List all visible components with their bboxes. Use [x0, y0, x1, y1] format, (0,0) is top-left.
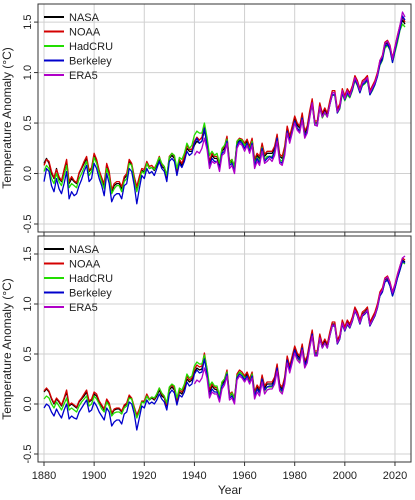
series-line-berkeley [43, 260, 406, 431]
series-line-era5 [193, 255, 406, 405]
y-tick-label: -0.5 [22, 445, 34, 464]
legend: NASA NOAA HadCRU Berkeley ERA5 [44, 244, 113, 314]
panel-bottom: -0.5 0.0 0.5 1.0 1.5 Temperature Anomaly (°C)… [0, 235, 412, 482]
legend-entry: NASA [69, 12, 100, 24]
legend-entry: NOAA [69, 259, 101, 271]
x-tick-label: 2020 [383, 470, 407, 482]
x-tick-label: 1980 [282, 470, 306, 482]
y-axis-label: Temperature Anomaly (°C) [0, 47, 14, 189]
legend-entry: Berkeley [69, 56, 112, 68]
legend-entry: NOAA [69, 27, 101, 39]
y-tick-label: 1.5 [22, 246, 34, 261]
legend-entry: ERA5 [69, 70, 98, 82]
x-tick-label: 1940 [182, 470, 206, 482]
legend: NASA NOAA HadCRU Berkeley ERA5 [44, 12, 113, 82]
x-tick-label: 1920 [132, 470, 156, 482]
x-tick-label: 1880 [32, 470, 56, 482]
y-axis-label: Temperature Anomaly (°C) [0, 278, 14, 420]
plot-frame [37, 3, 412, 233]
series-line-hadcru [43, 261, 406, 419]
x-tick-label: 1900 [82, 470, 106, 482]
legend-entry: ERA5 [69, 302, 98, 314]
y-tick-label: 1.5 [22, 14, 34, 29]
legend-entry: HadCRU [69, 41, 113, 53]
y-tick-label: 1.0 [22, 65, 34, 80]
legend-entry: Berkeley [69, 288, 112, 300]
series-line-era5 [193, 11, 406, 175]
legend-entry: NASA [69, 244, 100, 256]
plot-frame [37, 235, 412, 463]
x-tick-label: 1960 [232, 470, 256, 482]
panel-top: -0.5 0.0 0.5 1.0 1.5 Temperature Anomaly (°C)… [0, 3, 412, 236]
y-tick-label: 0.5 [22, 115, 34, 130]
y-tick-label: 0.0 [22, 396, 34, 411]
y-tick-label: 0.5 [22, 346, 34, 361]
x-axis-label: Year [218, 483, 242, 497]
legend-entry: HadCRU [69, 273, 113, 285]
y-tick-label: -0.5 [22, 215, 34, 234]
y-tick-label: 1.0 [22, 296, 34, 311]
x-tick-label: 2000 [333, 470, 357, 482]
y-tick-label: 0.0 [22, 166, 34, 181]
series-line-hadcru [43, 23, 406, 195]
